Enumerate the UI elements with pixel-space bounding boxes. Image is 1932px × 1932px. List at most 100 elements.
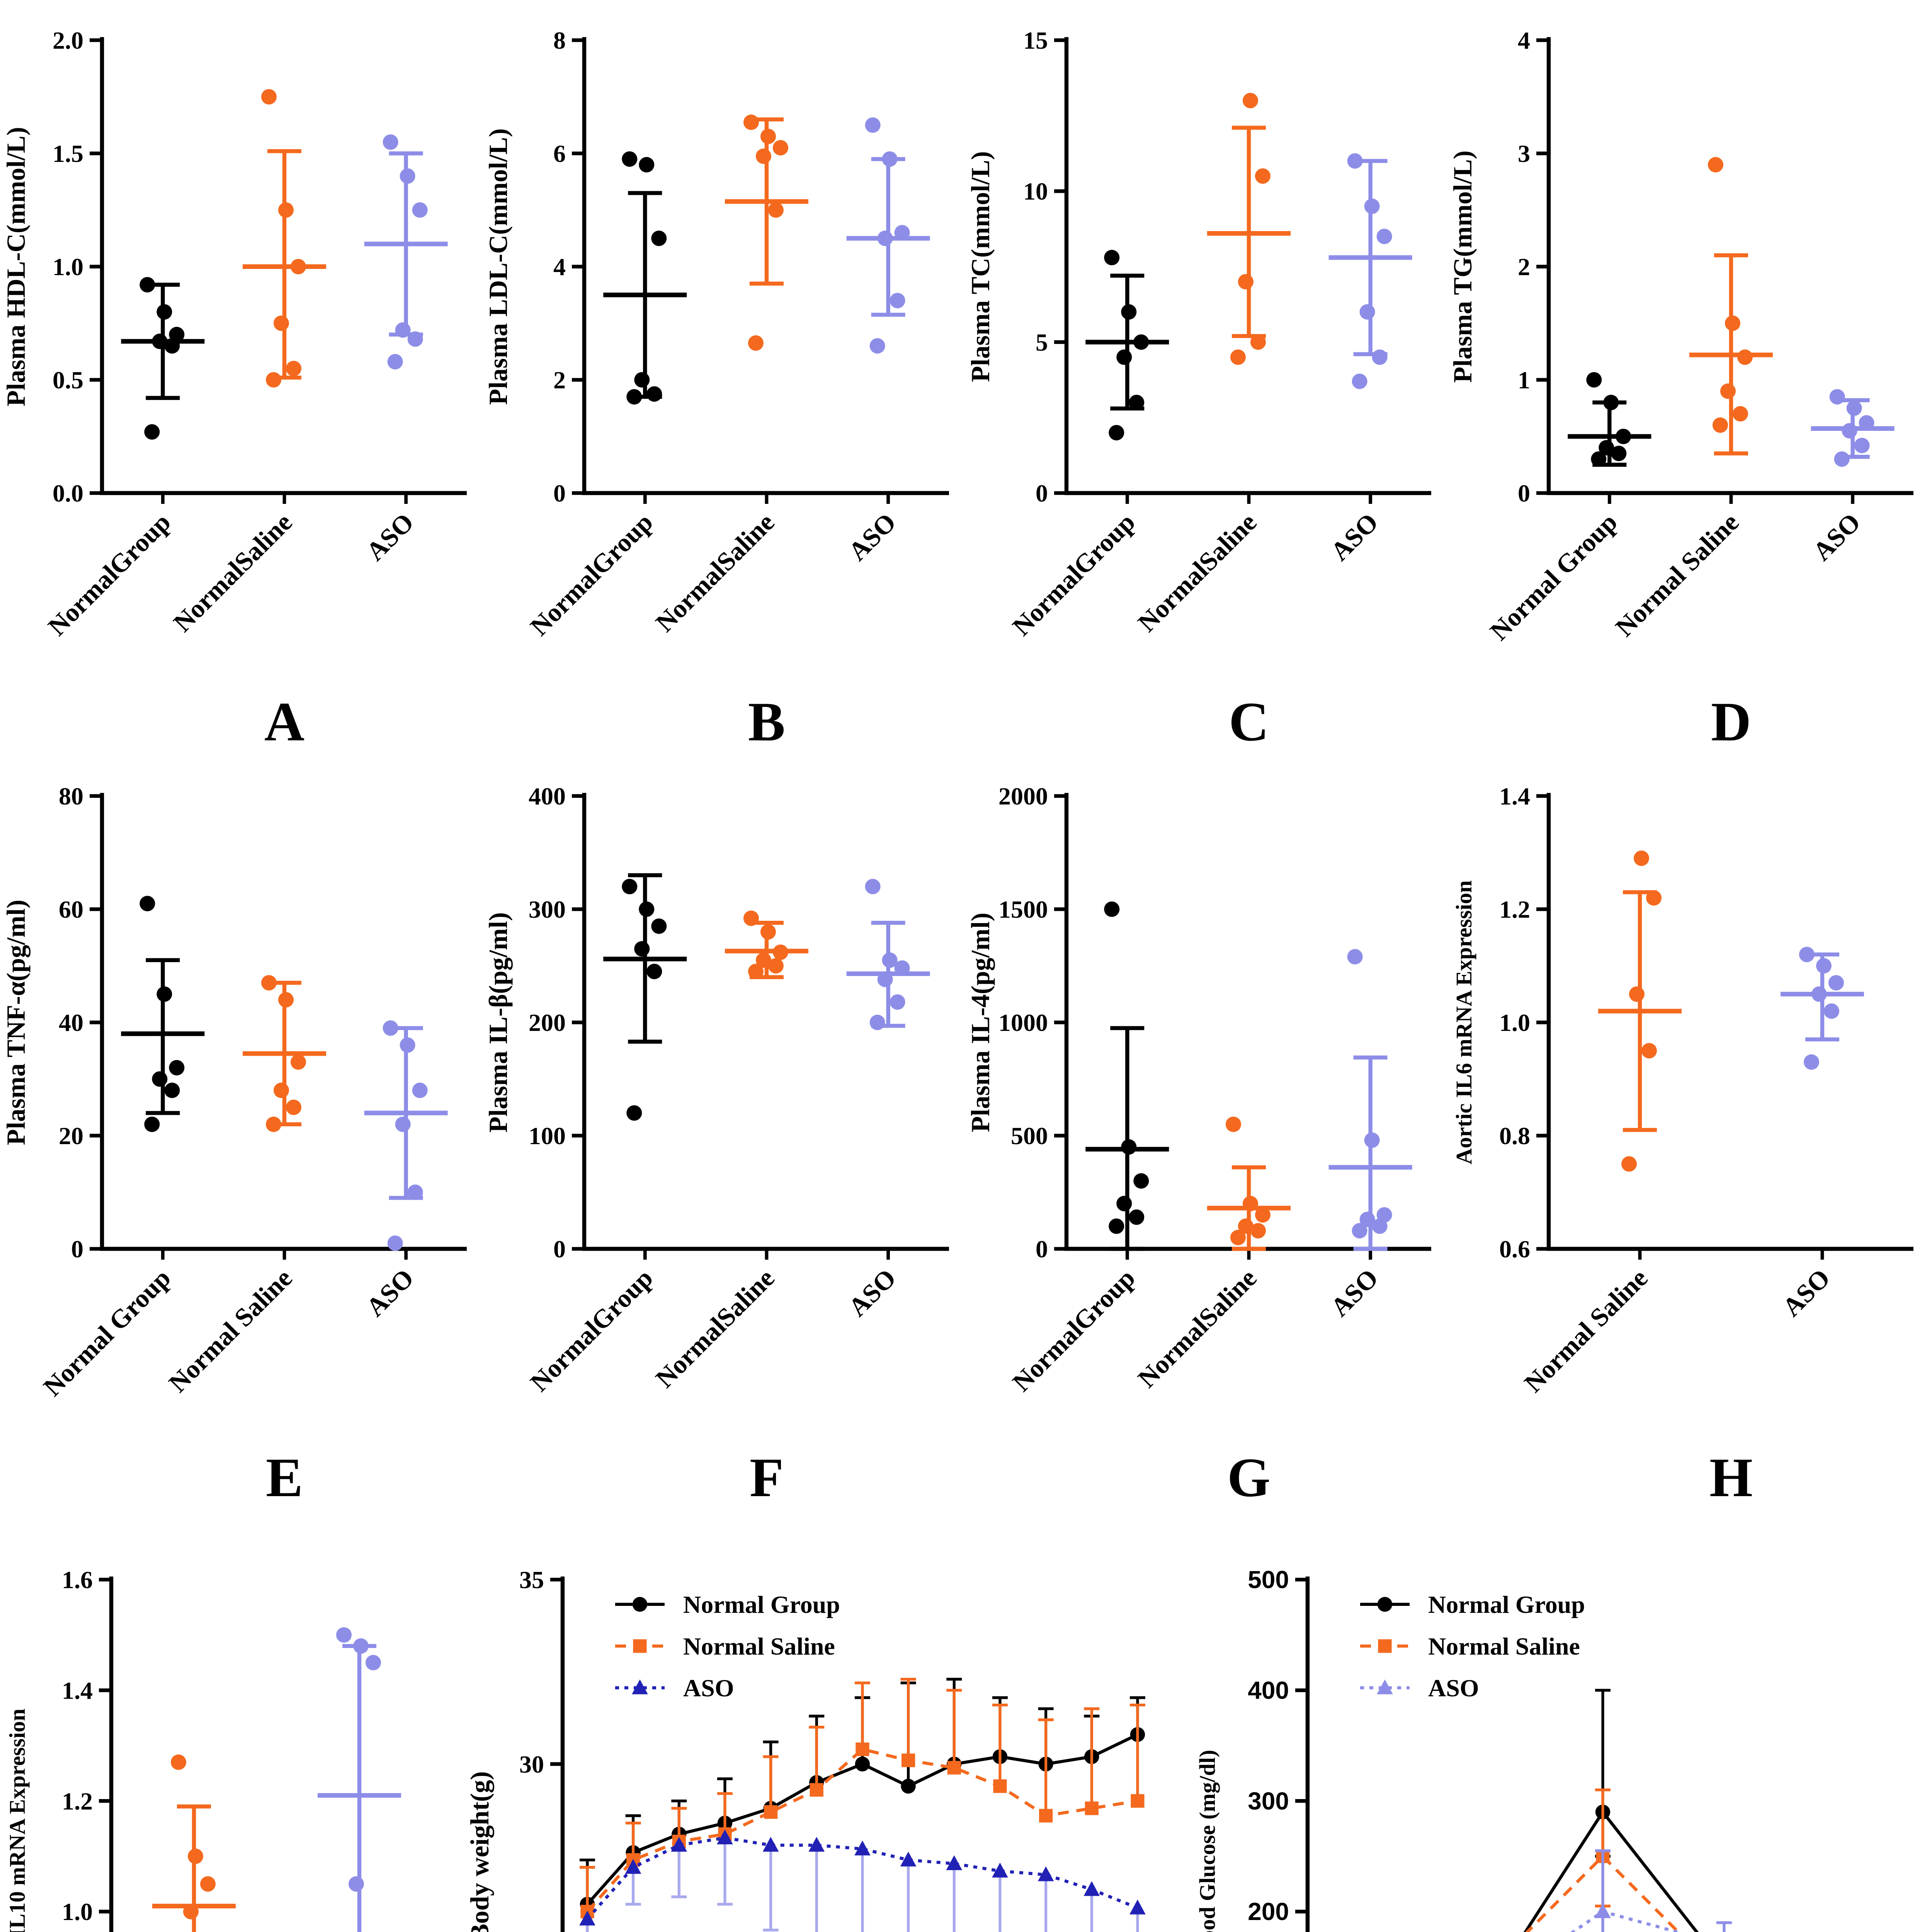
data-point — [1133, 1173, 1149, 1189]
data-point — [1708, 157, 1723, 173]
data-point — [1634, 850, 1649, 866]
triangle-marker — [671, 1837, 687, 1852]
data-point — [1376, 228, 1392, 244]
data-point — [144, 424, 160, 440]
y-tick-label: 1.0 — [1499, 1009, 1530, 1036]
data-point — [651, 918, 667, 934]
group-2 — [1328, 153, 1412, 389]
y-tick-label: 1.0 — [53, 253, 83, 281]
group-0 — [1598, 850, 1682, 1172]
data-point — [387, 1235, 403, 1251]
circle-marker — [855, 1757, 870, 1772]
data-point — [1230, 349, 1246, 365]
square-marker — [810, 1783, 823, 1797]
legend: Normal Group Normal Saline ASO — [615, 1591, 840, 1702]
data-point — [1611, 446, 1627, 461]
data-point — [171, 1754, 186, 1770]
legend-label: Normal Group — [1428, 1591, 1585, 1618]
y-tick-label: 2.0 — [53, 27, 83, 54]
group-1 — [1689, 157, 1773, 456]
legend-label: Normal Group — [683, 1591, 840, 1618]
triangle-marker — [579, 1910, 595, 1926]
data-point — [756, 952, 771, 968]
group-2 — [846, 879, 930, 1030]
y-tick-label: 1.4 — [62, 1677, 93, 1704]
y-tick-label: 4 — [1518, 27, 1530, 54]
y-tick-label: 0.0 — [53, 480, 83, 507]
y-tick-label: 4 — [553, 253, 566, 281]
y-axis-label: Aortic IL10 mRNA Expression — [5, 1709, 30, 1932]
y-axis-label: Plasma LDL-C(mmol/L) — [483, 128, 513, 405]
data-point — [200, 1876, 216, 1892]
data-point — [1834, 451, 1850, 467]
data-point — [1804, 1054, 1819, 1070]
triangle-marker — [717, 1829, 733, 1845]
data-point — [1255, 1207, 1270, 1223]
square-marker — [1085, 1801, 1099, 1815]
y-tick-label: 1000 — [998, 1009, 1048, 1036]
y-tick-label: 200 — [1248, 1898, 1289, 1925]
x-group-label: ASO — [1807, 507, 1866, 566]
data-point — [1359, 1211, 1375, 1227]
x-group-label: Normal Saline — [1519, 1263, 1653, 1398]
x-group-label: NormalSaline — [168, 507, 298, 638]
data-point — [412, 1082, 428, 1098]
data-point — [144, 1116, 160, 1132]
x-group-label: NormalSaline — [650, 1263, 780, 1393]
x-group-label: ASO — [1325, 1263, 1384, 1322]
panel-H-chart: 0.6 0.8 1.0 1.2 1.4 Aortic IL6 mRNA Expressio… — [1451, 782, 1913, 1509]
y-axis-label: Blood Glucose (mg/dl) — [1195, 1750, 1220, 1932]
group-2 — [364, 1020, 448, 1251]
data-point — [412, 202, 428, 218]
data-point — [261, 89, 277, 105]
y-tick-label: 10 — [1023, 178, 1048, 205]
x-group-label: ASO — [361, 507, 420, 566]
data-point — [756, 148, 771, 164]
data-point — [634, 941, 650, 957]
panel-F: 0 100 200 300 400 Plasma IL-β(pg/ml) NormalGro… — [482, 762, 964, 1512]
data-point — [889, 994, 905, 1010]
data-point — [1359, 304, 1375, 320]
y-tick-label: 20 — [59, 1122, 83, 1150]
data-point — [1129, 1209, 1145, 1225]
panel-D-chart: 0 1 2 3 4 Plasma TG(mmol/L) Normal GroupNormal… — [1448, 27, 1913, 753]
x-group-label: ASO — [843, 1263, 902, 1322]
x-group-label: ASO — [361, 1263, 420, 1322]
data-point — [291, 1054, 306, 1070]
data-point — [152, 1071, 168, 1087]
triangle-marker — [1595, 1903, 1611, 1918]
data-point — [1372, 349, 1388, 365]
circle-marker — [901, 1779, 916, 1794]
data-point — [383, 134, 398, 150]
data-point — [1599, 440, 1614, 456]
group-1 — [1207, 93, 1291, 365]
y-tick-label: 0 — [1518, 480, 1530, 507]
triangle-marker — [762, 1837, 779, 1852]
y-tick-label: 500 — [1248, 1566, 1289, 1594]
group-1 — [725, 114, 808, 351]
triangle-marker — [900, 1851, 917, 1867]
y-tick-label: 100 — [529, 1122, 566, 1150]
y-tick-label: 2 — [553, 366, 566, 394]
panel-F-chart: 0 100 200 300 400 Plasma IL-β(pg/ml) NormalGro… — [483, 782, 949, 1509]
data-point — [395, 1116, 411, 1132]
y-axis-label: Plasma HDL-C(mmol/L) — [1, 127, 31, 406]
data-point — [274, 315, 289, 331]
legend: Normal Group Normal Saline ASO — [1360, 1591, 1585, 1702]
x-group-label: NormalGroup — [524, 1263, 658, 1397]
data-point — [1109, 1218, 1124, 1234]
y-tick-label: 1.4 — [1499, 782, 1530, 810]
circle-marker — [1377, 1597, 1393, 1612]
data-point — [1376, 1207, 1392, 1223]
panel-letter: A — [264, 691, 304, 753]
triangle-marker — [1129, 1900, 1146, 1915]
data-point — [646, 964, 662, 980]
legend-label: ASO — [683, 1674, 734, 1702]
x-group-label: NormalSaline — [1132, 1263, 1262, 1393]
triangle-marker — [625, 1859, 641, 1874]
group-2 — [364, 134, 448, 370]
panel-K-chart: 0100200300400500Blood Glucose (mg/dl)FBG… — [1195, 1566, 1732, 1932]
panel-J: 20253035Body weight(g)891011121314151617… — [464, 1543, 1190, 1932]
y-tick-label: 35 — [519, 1566, 544, 1594]
